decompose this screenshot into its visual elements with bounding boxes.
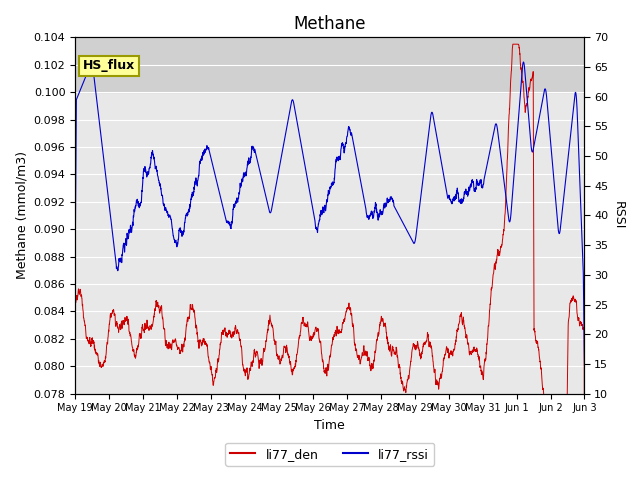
X-axis label: Time: Time bbox=[314, 419, 345, 432]
Legend: li77_den, li77_rssi: li77_den, li77_rssi bbox=[225, 443, 434, 466]
Text: HS_flux: HS_flux bbox=[83, 60, 135, 72]
Title: Methane: Methane bbox=[294, 15, 366, 33]
Y-axis label: Methane (mmol/m3): Methane (mmol/m3) bbox=[15, 152, 28, 279]
Bar bbox=[75, 37, 584, 92]
Y-axis label: RSSI: RSSI bbox=[612, 201, 625, 229]
